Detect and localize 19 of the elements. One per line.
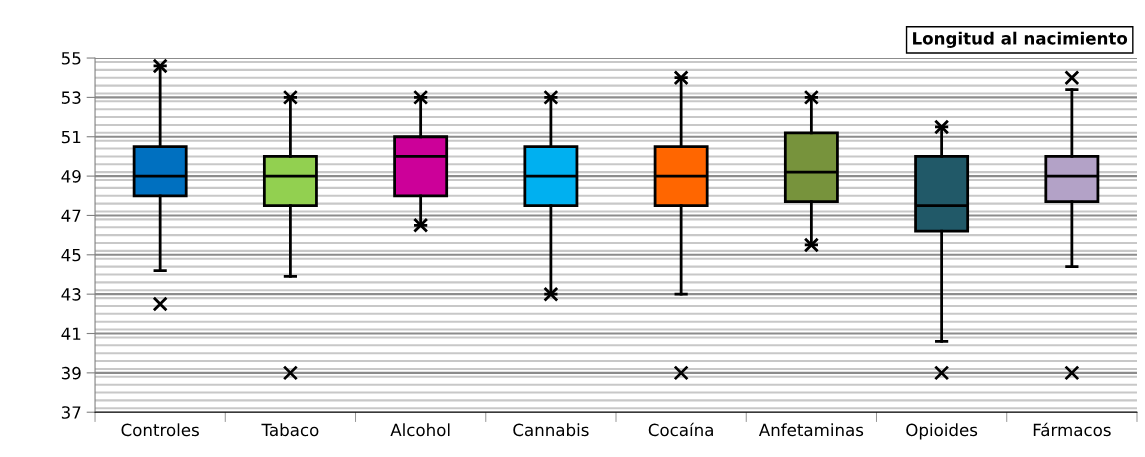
- x-tick-label: Controles: [121, 423, 199, 437]
- y-tick-label: 37: [61, 406, 81, 419]
- x-tick-label: Anfetaminas: [758, 423, 864, 437]
- x-tick-label: Cannabis: [513, 423, 589, 437]
- y-tick-label: 45: [61, 248, 81, 262]
- y-tick-label: 51: [61, 130, 81, 144]
- x-tick-label: Fármacos: [1033, 422, 1111, 437]
- x-tick-label: Opioides: [906, 423, 978, 440]
- y-tick-label: 43: [61, 288, 81, 301]
- x-tick-label: Cocaína: [648, 422, 713, 437]
- chart-title: Longitud al nacimiento: [913, 31, 1128, 48]
- y-tick-label: 53: [61, 91, 81, 104]
- y-tick-label: 47: [61, 209, 81, 222]
- x-tick-label: Tabaco: [261, 423, 319, 437]
- y-tick-label: 41: [61, 327, 81, 340]
- y-tick-label: 49: [61, 170, 81, 183]
- y-tick-label: 55: [61, 52, 81, 65]
- y-tick-label: 39: [61, 366, 81, 380]
- x-tick-label: Alcohol: [390, 423, 450, 437]
